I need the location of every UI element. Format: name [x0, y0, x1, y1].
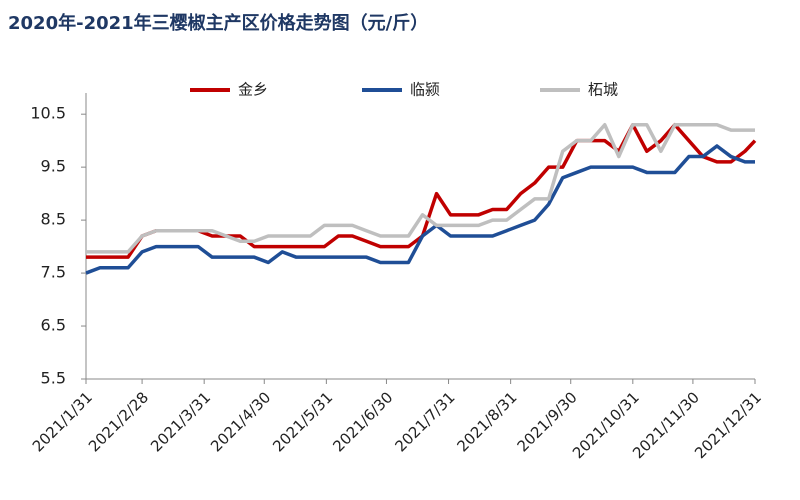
y-tick-label: 8.5: [41, 210, 66, 229]
legend-label: 柘城: [588, 81, 618, 99]
x-tick-label: 2021/6/30: [329, 388, 396, 455]
x-tick-label: 2021/4/30: [207, 388, 274, 455]
x-tick-label: 2021/5/31: [269, 388, 336, 455]
y-tick-label: 5.5: [41, 369, 66, 388]
x-tick-label: 2021/1/31: [29, 388, 96, 455]
y-tick-label: 6.5: [41, 316, 66, 335]
y-tick-label: 7.5: [41, 263, 66, 282]
y-tick-label: 10.5: [30, 104, 66, 123]
x-tick-label: 2021/12/31: [691, 388, 765, 462]
y-tick-label: 9.5: [41, 157, 66, 176]
x-tick-label: 2021/7/31: [391, 388, 458, 455]
legend-label: 临颍: [410, 81, 440, 99]
legend-label: 金乡: [238, 81, 268, 99]
series-line: [85, 144, 755, 275]
x-tick-label: 2021/2/28: [85, 388, 152, 455]
chart-title: 2020年-2021年三樱椒主产区价格走势图（元/斤）: [8, 12, 428, 34]
x-tick-label: 2021/8/31: [454, 388, 521, 455]
x-tick-label: 2021/9/30: [514, 388, 581, 455]
series-line: [86, 123, 755, 254]
x-tick-label: 2021/3/31: [147, 388, 214, 455]
